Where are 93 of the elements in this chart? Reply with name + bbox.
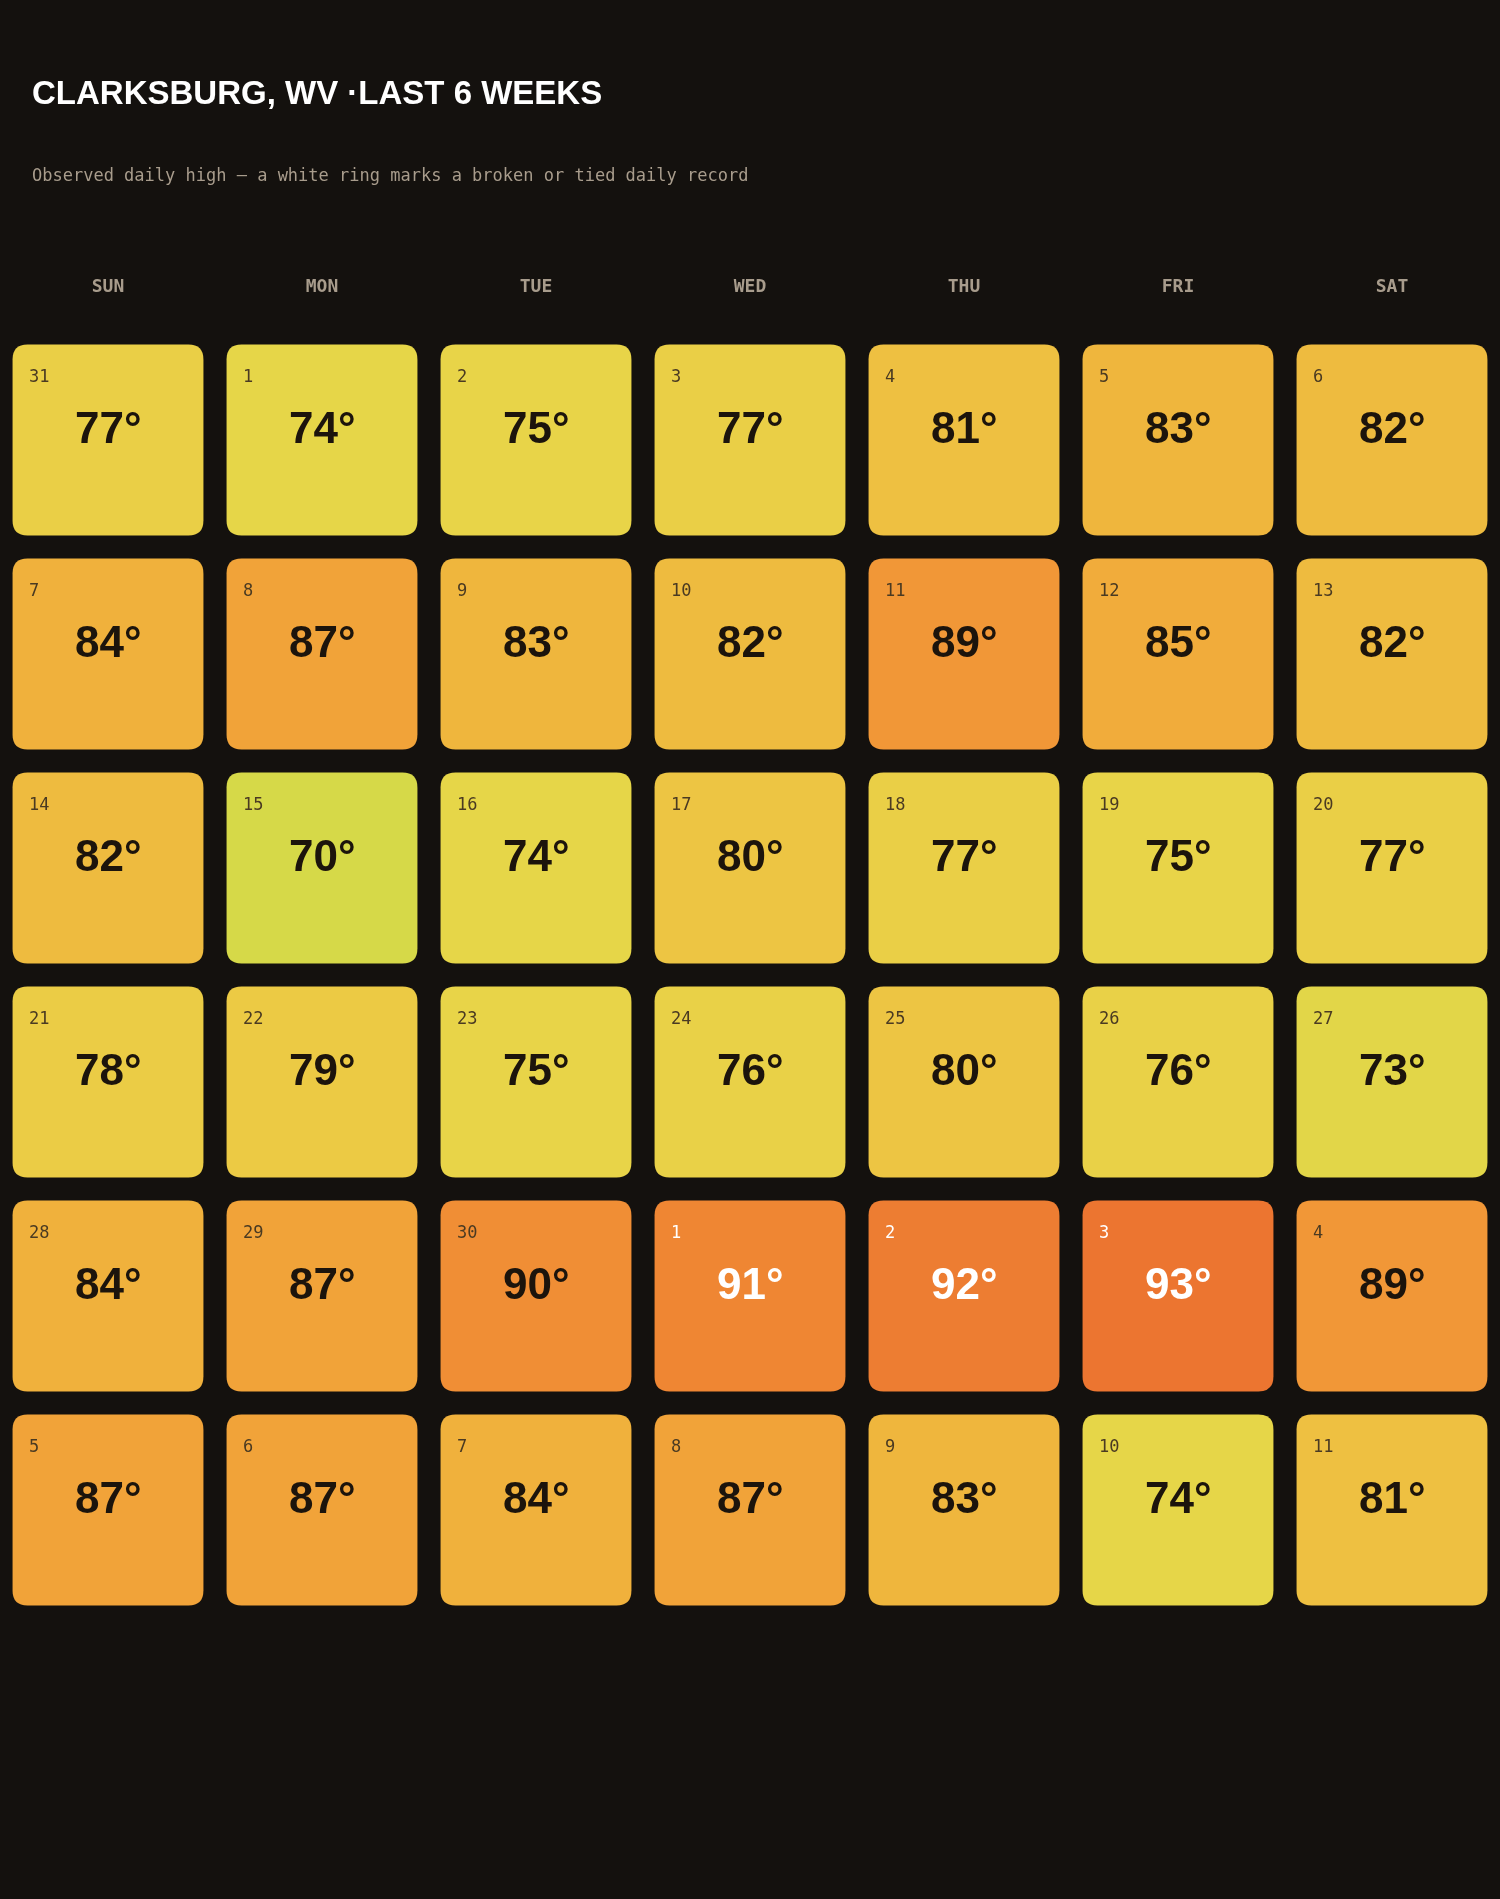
annotation: 8 — [243, 580, 254, 600]
annotation: 4 — [885, 366, 896, 386]
annotation: 7 — [29, 580, 40, 600]
data-label: 80° — [931, 1045, 998, 1094]
annotation: 8 — [671, 1436, 682, 1456]
data-label: 81° — [931, 403, 998, 452]
x-tick-label: THU — [947, 275, 981, 297]
data-label: 76° — [717, 1045, 784, 1094]
annotation: 1 — [671, 1222, 682, 1242]
data-label: 80° — [717, 831, 784, 880]
annotation: 18 — [885, 794, 906, 814]
annotation: 5 — [1099, 366, 1110, 386]
annotation: 11 — [885, 580, 906, 600]
annotation: 12 — [1099, 580, 1120, 600]
data-label: 81° — [1359, 1473, 1426, 1522]
annotation: 9 — [885, 1436, 896, 1456]
data-label: 91° — [717, 1259, 784, 1308]
annotation: 17 — [671, 794, 692, 814]
annotation: 9 — [457, 580, 468, 600]
data-label: 93° — [1145, 1259, 1212, 1308]
data-label: 82° — [1359, 617, 1426, 666]
annotation: 19 — [1099, 794, 1120, 814]
annotation: 2 — [457, 366, 468, 386]
data-label: 83° — [1145, 403, 1212, 452]
annotation: 22 — [243, 1008, 264, 1028]
annotation: 23 — [457, 1008, 478, 1028]
data-label: 75° — [503, 403, 570, 452]
data-label: 77° — [75, 403, 142, 452]
data-label: 89° — [1359, 1259, 1426, 1308]
x-tick-label: MON — [305, 275, 339, 297]
annotation: 10 — [671, 580, 692, 600]
annotation: 21 — [29, 1008, 50, 1028]
annotation: 11 — [1313, 1436, 1334, 1456]
annotation: 6 — [243, 1436, 254, 1456]
chart-subtitle: Observed daily high — a white ring marks a broken or tied daily record — [32, 165, 749, 185]
annotation: 29 — [243, 1222, 264, 1242]
annotation: 13 — [1313, 580, 1334, 600]
data-label: 77° — [1359, 831, 1426, 880]
data-label: 75° — [1145, 831, 1212, 880]
annotation: 24 — [671, 1008, 692, 1028]
annotation: 16 — [457, 794, 478, 814]
data-label: 87° — [289, 1473, 356, 1522]
data-label: 83° — [931, 1473, 998, 1522]
annotation: 4 — [1313, 1222, 1324, 1242]
data-label: 78° — [75, 1045, 142, 1094]
data-label: 87° — [717, 1473, 784, 1522]
annotation: 1 — [243, 366, 254, 386]
data-label: 82° — [75, 831, 142, 880]
data-label: 82° — [717, 617, 784, 666]
annotation: 27 — [1313, 1008, 1334, 1028]
data-label: 84° — [75, 1259, 142, 1308]
data-label: 84° — [75, 617, 142, 666]
x-tick-label: TUE — [519, 275, 553, 297]
x-tick-label: SAT — [1375, 275, 1409, 297]
x-tick-label: SUN — [91, 275, 125, 297]
annotation: 2 — [885, 1222, 896, 1242]
data-label: 73° — [1359, 1045, 1426, 1094]
annotation: 10 — [1099, 1436, 1120, 1456]
annotation: 26 — [1099, 1008, 1120, 1028]
data-label: 79° — [289, 1045, 356, 1094]
data-label: 87° — [289, 1259, 356, 1308]
chart-title: CLARKSBURG, WV ·LAST 6 WEEKS — [32, 74, 603, 111]
annotation: 15 — [243, 794, 264, 814]
data-label: 92° — [931, 1259, 998, 1308]
annotation: 14 — [29, 794, 50, 814]
annotation: 20 — [1313, 794, 1334, 814]
data-label: 75° — [503, 1045, 570, 1094]
x-tick-label: FRI — [1161, 275, 1195, 297]
data-label: 82° — [1359, 403, 1426, 452]
x-tick-label: WED — [733, 275, 767, 297]
annotation: 28 — [29, 1222, 50, 1242]
data-label: 87° — [75, 1473, 142, 1522]
annotation: 3 — [671, 366, 682, 386]
data-label: 74° — [1145, 1473, 1212, 1522]
data-label: 77° — [931, 831, 998, 880]
data-label: 70° — [289, 831, 356, 880]
data-label: 90° — [503, 1259, 570, 1308]
data-label: 85° — [1145, 617, 1212, 666]
annotation: 5 — [29, 1436, 40, 1456]
data-label: 74° — [289, 403, 356, 452]
data-label: 77° — [717, 403, 784, 452]
annotation: 3 — [1099, 1222, 1110, 1242]
data-label: 84° — [503, 1473, 570, 1522]
data-label: 87° — [289, 617, 356, 666]
data-label: 74° — [503, 831, 570, 880]
data-label: 83° — [503, 617, 570, 666]
annotation: 31 — [29, 366, 50, 386]
annotation: 7 — [457, 1436, 468, 1456]
data-label: 89° — [931, 617, 998, 666]
data-label: 76° — [1145, 1045, 1212, 1094]
annotation: 25 — [885, 1008, 906, 1028]
annotation: 6 — [1313, 366, 1324, 386]
annotation: 30 — [457, 1222, 478, 1242]
